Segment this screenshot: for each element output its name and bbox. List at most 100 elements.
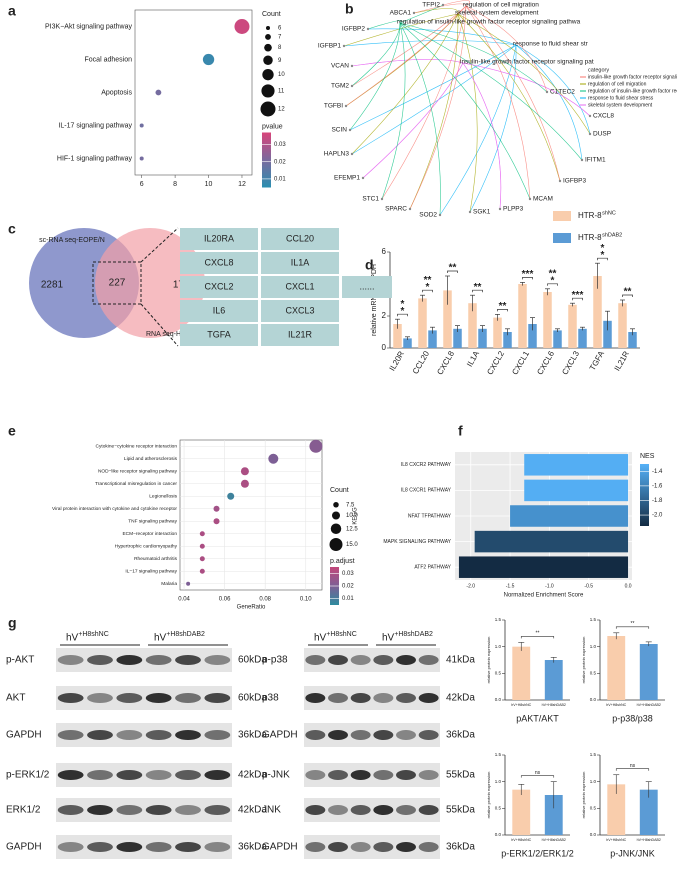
x-tick-label: 10 [205, 181, 213, 188]
blot-band [87, 730, 113, 740]
blot-band [87, 655, 113, 665]
legend-title: Count [330, 487, 349, 494]
bubble [186, 581, 191, 586]
gene-node [438, 213, 442, 217]
network-edge [399, 22, 548, 93]
network-edge [462, 62, 502, 210]
gene-cell [261, 276, 339, 298]
gene-name: IL21R [288, 329, 313, 339]
x-tick-label: 0.10 [300, 597, 312, 603]
blot-strip [56, 763, 232, 787]
y-axis-label: relative protein expression [581, 772, 586, 819]
bubble [199, 556, 205, 562]
blot-band [373, 805, 394, 815]
legend-title: NES [640, 453, 655, 460]
legend-label: skeletal system development [588, 102, 653, 108]
panel-label: a [8, 3, 16, 19]
network-edge [351, 5, 467, 87]
colorbar-label: 0.01 [342, 596, 354, 602]
legend-swatch [553, 233, 571, 243]
x-tick-label: CXCL6 [535, 349, 556, 376]
bubble [234, 19, 250, 34]
network-edge [409, 13, 459, 210]
network-edge [465, 5, 548, 93]
blot-band [204, 805, 231, 815]
significance: * [601, 243, 605, 254]
significance-bracket [615, 768, 650, 771]
x-tick-label: CXCL8 [435, 349, 456, 376]
gene-name: TGFA [207, 329, 231, 339]
gene-label: VCAN [331, 63, 349, 70]
blot-strip [56, 835, 232, 859]
y-tick-label: Hypertrophic cardiomyopathy [115, 544, 178, 550]
blot-band [418, 770, 439, 780]
network-edge [465, 5, 531, 200]
gene-cell [180, 276, 258, 298]
blot-band [350, 730, 371, 740]
group-label-sup: +H8shNC [326, 631, 357, 638]
kda-label: 42kDa [446, 693, 475, 704]
legend-bubble [265, 34, 271, 40]
chart-title: p-ERK1/2/ERK1/2 [501, 848, 574, 858]
y-tick-label: 0.5 [495, 806, 502, 811]
y-tick-label: TNF signaling pathway [128, 519, 177, 525]
significance: ** [474, 282, 482, 293]
blot-band [418, 842, 439, 852]
network-edge [515, 44, 583, 161]
bar [524, 479, 629, 502]
significance: ns [535, 770, 541, 776]
legend-title: category [588, 67, 609, 73]
significance: ** [424, 275, 432, 286]
gene-label: TFPI2 [422, 2, 440, 9]
legend-label-sup: shNC [602, 210, 616, 216]
bar [443, 290, 452, 348]
row-label: p-ERK1/2 [6, 770, 50, 781]
x-tick-label: IL1A [465, 349, 481, 368]
blot-band [328, 770, 348, 780]
kda-label: 36kDa [238, 730, 267, 741]
blot-band [116, 842, 143, 852]
y-tick-label: 6 [382, 247, 387, 256]
x-tick-label: hV+H8shNC [511, 703, 531, 707]
x-tick-label: IL21R [613, 349, 632, 372]
bar [393, 324, 402, 348]
bar [493, 317, 502, 348]
kda-label: 42kDa [238, 805, 267, 816]
gene-label: IGFBP2 [342, 26, 366, 33]
y-tick-label: Lipid and atherosclerosis [124, 456, 178, 462]
panel-label: c [8, 221, 16, 237]
significance-bracket [397, 313, 408, 317]
network-edge [442, 0, 470, 7]
significance: * [401, 306, 405, 317]
row-label: p-JNK [262, 770, 290, 781]
kda-label: 41kDa [446, 655, 475, 666]
bar [528, 324, 537, 348]
network-edge [399, 22, 583, 161]
gene-label: IGFBP3 [563, 178, 587, 185]
gene-node [498, 207, 502, 211]
bar [510, 505, 629, 527]
gene-node [350, 84, 354, 88]
gene-label: SPARC [385, 206, 407, 213]
significance: ** [536, 631, 540, 637]
gene-name: IL6 [213, 305, 226, 315]
gene-node [361, 176, 365, 180]
significance: * [401, 299, 405, 310]
gene-node [348, 128, 352, 132]
x-tick-label: 8 [173, 181, 177, 188]
gene-node [380, 197, 384, 201]
gene-label: SOD2 [419, 212, 437, 219]
legend-label: 11 [278, 88, 285, 94]
gene-label: HAPLN3 [324, 151, 350, 158]
significance: ** [499, 301, 507, 312]
significance-bracket [572, 297, 583, 301]
gene-node [366, 27, 370, 31]
legend-label: 7 [278, 34, 282, 40]
group-label: hV [382, 633, 395, 644]
gene-node [468, 210, 472, 214]
row-label: GAPDH [6, 730, 42, 741]
network-edge [362, 62, 464, 179]
blot-band [145, 770, 172, 780]
y-tick-label: ECM−receptor interaction [122, 531, 177, 537]
group-label: hV [66, 633, 79, 644]
